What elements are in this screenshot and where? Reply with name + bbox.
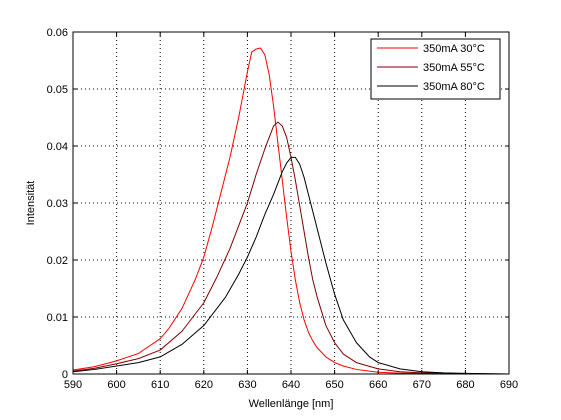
x-tick-label: 650 bbox=[325, 379, 343, 391]
x-tick-label: 660 bbox=[369, 379, 387, 391]
x-tick-label: 630 bbox=[238, 379, 256, 391]
y-tick-label: 0.06 bbox=[47, 27, 68, 39]
x-tick-label: 620 bbox=[195, 379, 213, 391]
series-line bbox=[72, 121, 510, 375]
y-tick-label: 0.01 bbox=[47, 312, 68, 324]
x-axis-title: Wellenlänge [nm] bbox=[249, 398, 334, 410]
x-tick-label: 640 bbox=[282, 379, 300, 391]
x-tick-label: 600 bbox=[107, 379, 125, 391]
y-tick-label: 0.05 bbox=[47, 84, 68, 96]
axis-tick-labels: 590 600 610 620 630 640 650 660 670 680 690 0 0.01 0.… bbox=[47, 27, 519, 391]
y-tick-label: 0 bbox=[62, 369, 68, 381]
legend: 350mA 30°C 350mA 55°C 350mA 80°C bbox=[370, 38, 501, 100]
x-tick-label: 590 bbox=[64, 379, 82, 391]
y-tick-label: 0.03 bbox=[47, 198, 68, 210]
legend-label: 350mA 55°C bbox=[423, 62, 485, 74]
legend-box bbox=[370, 38, 501, 100]
y-tick-label: 0.04 bbox=[47, 141, 68, 153]
y-tick-label: 0.02 bbox=[47, 255, 68, 267]
series-line bbox=[72, 47, 510, 375]
series-layer bbox=[72, 47, 510, 375]
x-tick-label: 610 bbox=[151, 379, 169, 391]
legend-label: 350mA 80°C bbox=[423, 81, 485, 93]
x-tick-label: 690 bbox=[500, 379, 518, 391]
x-tick-label: 670 bbox=[413, 379, 431, 391]
y-axis-title: Intensität bbox=[25, 181, 37, 226]
x-tick-label: 680 bbox=[456, 379, 474, 391]
axis-ticks bbox=[72, 31, 510, 375]
series-line bbox=[72, 156, 510, 375]
legend-label: 350mA 30°C bbox=[423, 43, 485, 55]
